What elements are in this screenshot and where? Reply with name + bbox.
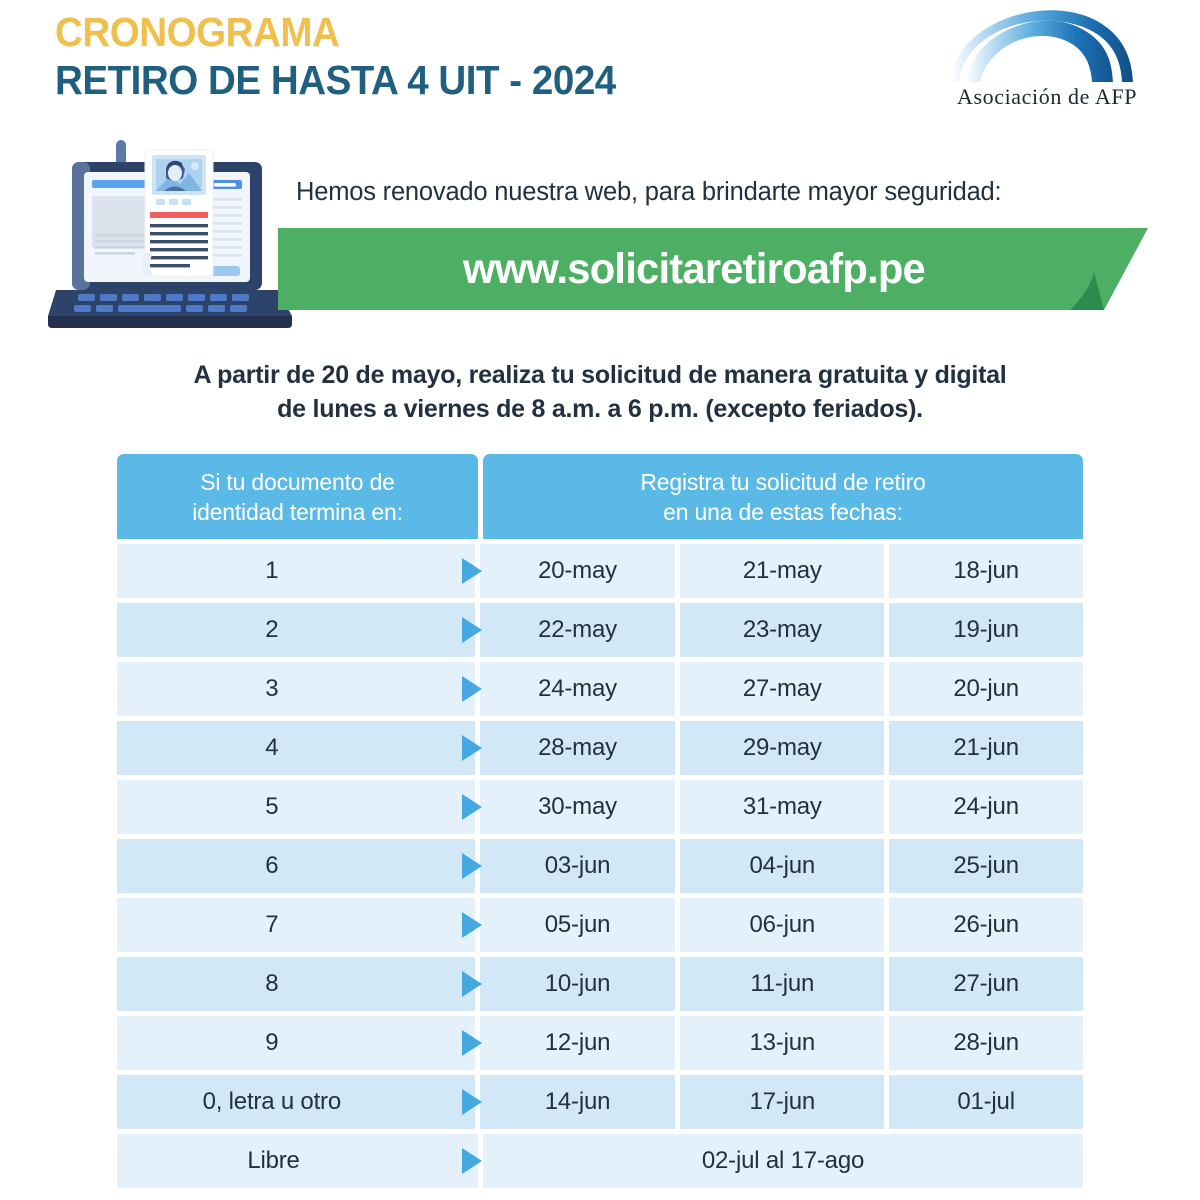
row-arrow-icon [462,676,482,702]
table-header-dates-line1: Registra tu solicitud de retiro [640,468,926,495]
arc-logo-icon [950,10,1133,82]
table-header-id-line1: Si tu documento de [200,468,395,495]
row-arrow-icon [462,971,482,997]
table-row: 2 22-may 23-may 19-jun [117,603,1084,657]
row-arrow-icon [462,853,482,879]
row-arrow-icon [462,1089,482,1115]
table-header-id: Si tu documento de identidad termina en: [117,454,478,539]
table-row: 7 05-jun 06-jun 26-jun [117,898,1084,952]
schedule-note: A partir de 20 de mayo, realiza tu solic… [100,358,1100,426]
row-date-option-1: 20-may [479,544,676,598]
title-line-cronograma: CRONOGRAMA [55,9,340,55]
row-date-option-3: 27-jun [889,957,1084,1011]
schedule-table: Si tu documento de identidad termina en:… [117,454,1084,1188]
row-date-option-3: 19-jun [889,603,1084,657]
row-document-ending: 8 [117,957,475,1011]
website-url[interactable]: www.solicitaretiroafp.pe [463,244,926,293]
afp-logo: Asociación de AFP [932,6,1162,118]
row-date-range: 02-jul al 17-ago [483,1134,1083,1188]
row-document-ending: 9 [117,1016,475,1070]
row-arrow-icon [462,1148,482,1174]
row-date-option-1: 24-may [479,662,676,716]
table-row: 3 24-may 27-may 20-jun [117,662,1084,716]
row-document-ending: 4 [117,721,475,775]
table-row: 9 12-jun 13-jun 28-jun [117,1016,1084,1070]
table-row: 6 03-jun 04-jun 25-jun [117,839,1084,893]
row-date-option-2: 27-may [680,662,885,716]
row-date-option-3: 26-jun [889,898,1084,952]
row-date-option-1: 03-jun [479,839,676,893]
row-date-option-3: 24-jun [889,780,1084,834]
row-date-option-1: 12-jun [479,1016,676,1070]
logo-label: Asociación de AFP [956,84,1138,109]
table-row: 4 28-may 29-may 21-jun [117,721,1084,775]
row-document-ending: 1 [117,544,475,598]
schedule-note-line2: de lunes a viernes de 8 a.m. a 6 p.m. (e… [277,395,923,423]
laptop-document-icon [48,140,292,328]
row-date-option-3: 25-jun [889,839,1084,893]
row-document-ending: 6 [117,839,475,893]
laptop-document-illustration [48,138,304,330]
row-date-option-2: 17-jun [680,1075,885,1129]
row-document-ending: Libre [117,1134,478,1188]
row-arrow-icon [462,912,482,938]
ribbon-shape-icon [278,228,1148,310]
table-body: 1 20-may 21-may 18-jun 2 22-may 23-may 19-jun 3 2… [117,544,1084,1188]
row-date-option-2: 31-may [680,780,885,834]
row-date-option-1: 05-jun [479,898,676,952]
row-date-option-3: 01-jul [889,1075,1084,1129]
row-date-option-3: 28-jun [889,1016,1084,1070]
row-document-ending: 3 [117,662,475,716]
title-line-retiro: RETIRO DE HASTA 4 UIT - 2024 [55,57,616,103]
row-date-option-2: 04-jun [680,839,885,893]
row-arrow-icon [462,617,482,643]
table-row: Libre 02-jul al 17-ago [117,1134,1083,1188]
row-arrow-icon [462,1030,482,1056]
row-document-ending: 7 [117,898,475,952]
promo-intro-text: Hemos renovado nuestra web, para brindar… [296,178,1002,206]
row-date-option-1: 22-may [479,603,676,657]
table-header-row: Si tu documento de identidad termina en:… [117,454,1083,539]
page-header: CRONOGRAMA RETIRO DE HASTA 4 UIT - 2024 [0,0,1200,130]
page-title: CRONOGRAMA RETIRO DE HASTA 4 UIT - 2024 [55,8,652,104]
row-date-option-3: 20-jun [889,662,1084,716]
row-date-option-3: 21-jun [889,721,1084,775]
row-date-option-1: 10-jun [479,957,676,1011]
row-date-option-2: 06-jun [680,898,885,952]
row-date-option-3: 18-jun [889,544,1084,598]
row-date-option-1: 30-may [479,780,676,834]
table-row: 1 20-may 21-may 18-jun [117,544,1084,598]
row-arrow-icon [462,794,482,820]
table-row: 0, letra u otro 14-jun 17-jun 01-jul [117,1075,1084,1129]
row-document-ending: 0, letra u otro [117,1075,475,1129]
schedule-note-line1: A partir de 20 de mayo, realiza tu solic… [193,361,1007,389]
table-header-id-line2: identidad termina en: [192,498,403,525]
row-date-option-2: 11-jun [680,957,885,1011]
row-date-option-2: 21-may [680,544,885,598]
table-row: 8 10-jun 11-jun 27-jun [117,957,1084,1011]
row-date-option-2: 23-may [680,603,885,657]
row-document-ending: 2 [117,603,475,657]
table-header-dates-line2: en una de estas fechas: [663,498,903,525]
row-document-ending: 5 [117,780,475,834]
row-date-option-2: 29-may [680,721,885,775]
row-date-option-2: 13-jun [680,1016,885,1070]
table-header-dates: Registra tu solicitud de retiro en una d… [483,454,1083,539]
row-arrow-icon [462,735,482,761]
row-date-option-1: 28-may [479,721,676,775]
row-date-option-1: 14-jun [479,1075,676,1129]
table-row: 5 30-may 31-may 24-jun [117,780,1084,834]
website-ribbon: www.solicitaretiroafp.pe [278,228,1148,310]
row-arrow-icon [462,558,482,584]
